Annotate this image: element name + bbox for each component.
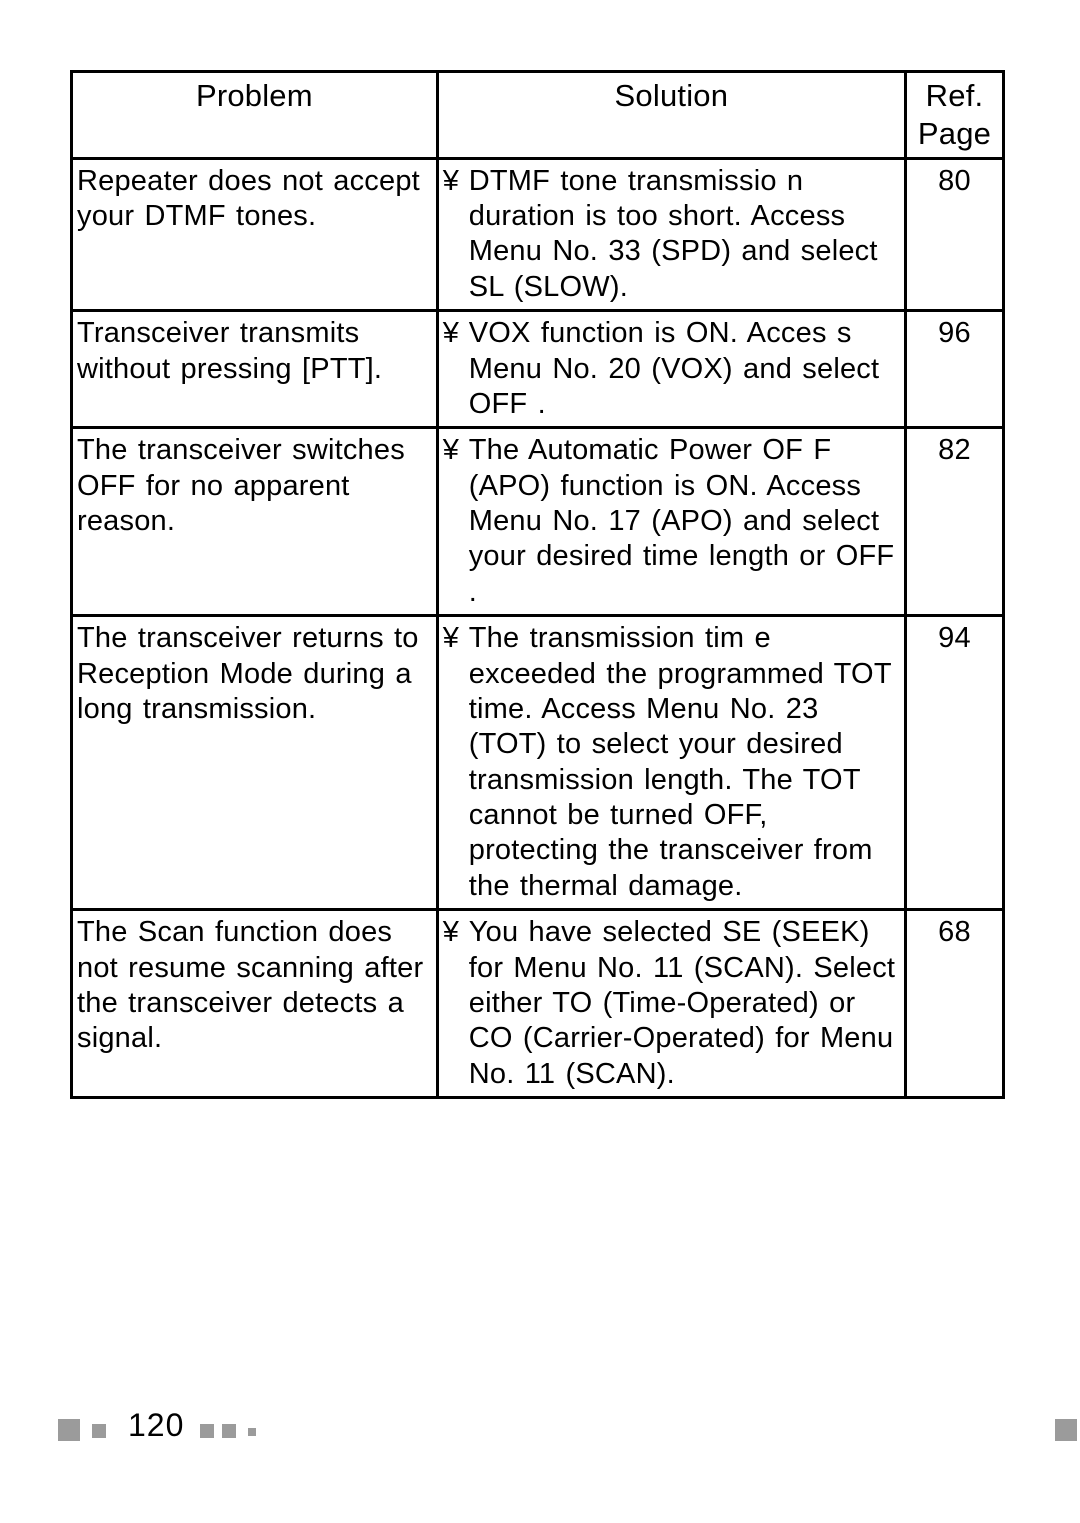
cell-ref: 80 (906, 158, 1004, 311)
bullet-icon: ¥ (443, 621, 469, 656)
solution-text: You have selected SE (SEEK) for Menu No.… (469, 916, 895, 1090)
table-row: Repeater does not accept your DTMF tones… (72, 158, 1004, 311)
table-row: Transceiver transmits without pressing [… (72, 311, 1004, 428)
solution-text: VOX function is ON. Acces s Menu No. 20 … (469, 317, 880, 420)
footer-square-icon (222, 1424, 236, 1438)
cell-solution: ¥The Automatic Power OF F (APO) function… (437, 428, 905, 616)
bullet-icon: ¥ (443, 915, 469, 950)
footer-square-icon (92, 1424, 106, 1438)
header-ref: Ref. Page (906, 72, 1004, 159)
footer-square-icon (58, 1419, 80, 1441)
cell-solution: ¥DTMF tone transmissio n duration is too… (437, 158, 905, 311)
solution-text: The transmission tim e exceeded the prog… (469, 622, 891, 902)
bullet-icon: ¥ (443, 316, 469, 351)
cell-solution: ¥The transmission tim e exceeded the pro… (437, 616, 905, 910)
header-ref-line1: Ref. (926, 78, 984, 113)
solution-text: The Automatic Power OF F (APO) function … (469, 434, 895, 608)
bullet-icon: ¥ (443, 164, 469, 199)
page-footer: 120 (0, 1407, 1080, 1441)
header-solution: Solution (437, 72, 905, 159)
cell-problem: The transceiver switches OFF for no appa… (72, 428, 438, 616)
cell-problem: The Scan function does not resume scanni… (72, 910, 438, 1098)
solution-text: DTMF tone transmissio n duration is too … (469, 165, 878, 303)
cell-ref: 68 (906, 910, 1004, 1098)
footer-square-icon (248, 1428, 256, 1436)
header-ref-line2: Page (918, 116, 991, 151)
cell-ref: 94 (906, 616, 1004, 910)
page-number: 120 (128, 1407, 184, 1444)
cell-solution: ¥You have selected SE (SEEK) for Menu No… (437, 910, 905, 1098)
cell-problem: The transceiver returns to Reception Mod… (72, 616, 438, 910)
table-header-row: Problem Solution Ref. Page (72, 72, 1004, 159)
cell-ref: 82 (906, 428, 1004, 616)
cell-problem: Transceiver transmits without pressing [… (72, 311, 438, 428)
bullet-icon: ¥ (443, 433, 469, 468)
troubleshoot-table: Problem Solution Ref. Page Repeater does… (70, 70, 1005, 1099)
table-row: The Scan function does not resume scanni… (72, 910, 1004, 1098)
cell-problem: Repeater does not accept your DTMF tones… (72, 158, 438, 311)
cell-ref: 96 (906, 311, 1004, 428)
table-row: The transceiver returns to Reception Mod… (72, 616, 1004, 910)
table-body: Repeater does not accept your DTMF tones… (72, 158, 1004, 1097)
table-row: The transceiver switches OFF for no appa… (72, 428, 1004, 616)
footer-square-icon (200, 1424, 214, 1438)
header-problem: Problem (72, 72, 438, 159)
footer-square-icon (1055, 1419, 1077, 1441)
cell-solution: ¥VOX function is ON. Acces s Menu No. 20… (437, 311, 905, 428)
